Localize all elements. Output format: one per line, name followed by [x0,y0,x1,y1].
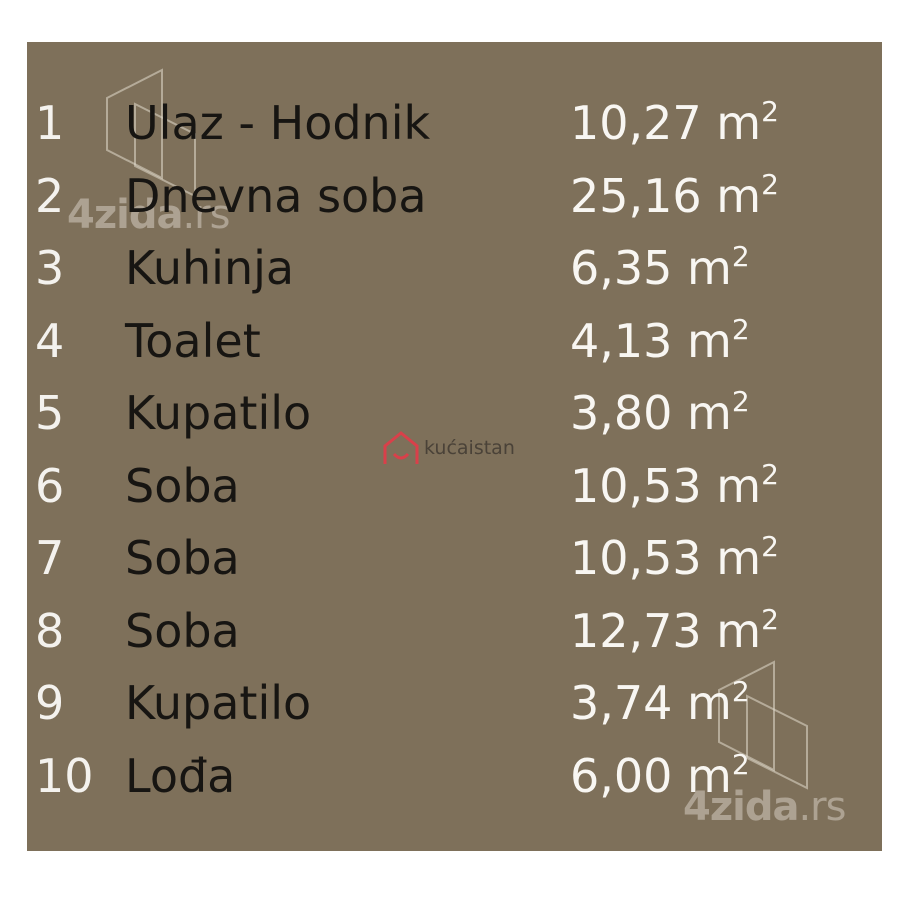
room-row: 2 Dnevna soba 25,16 m2 [27,160,882,232]
room-row: 3 Kuhinja 6,35 m2 [27,232,882,304]
room-row: 7 Soba 10,53 m2 [27,522,882,594]
room-row: 10 Lođa 6,00 m2 [27,740,882,812]
room-name: Kuhinja [125,241,295,295]
room-number: 10 [35,748,94,803]
room-name: Soba [125,531,240,585]
room-number: 4 [35,313,65,368]
4zida-logo-icon [106,68,196,198]
room-number: 5 [35,386,65,440]
room-row: 4 Toalet 4,13 m2 [27,305,882,377]
watermark-4zida-top: 4zida.rs [67,192,230,238]
room-number: 8 [35,603,65,658]
room-area: 12,73 m2 [570,602,779,658]
room-row: 1 Ulaz - Hodnik 10,27 m2 [27,87,882,159]
room-name: Kupatilo [125,676,312,730]
room-row: 5 Kupatilo 3,80 m2 [27,377,882,449]
room-number: 7 [35,531,65,585]
room-number: 6 [35,458,65,513]
4zida-logo-icon [718,660,808,790]
room-number: 9 [35,676,65,730]
watermark-kucaistan: kućaistan [382,430,515,466]
room-area: 3,80 m2 [570,385,750,440]
room-area: 6,35 m2 [570,240,750,295]
room-name: Kupatilo [125,386,312,440]
room-row: 8 Soba 12,73 m2 [27,595,882,667]
room-area: 4,13 m2 [570,312,750,368]
room-row: 9 Kupatilo 3,74 m2 [27,667,882,739]
room-row: 6 Soba 10,53 m2 [27,450,882,522]
room-number: 1 [35,96,65,150]
room-number: 2 [35,168,65,223]
room-area: 6,00 m2 [570,747,750,803]
room-name: Soba [125,458,240,513]
room-area: 25,16 m2 [570,167,779,223]
room-area-table: 4zida.rs 4zida.rs 1 Ulaz - Hodnik 10,27 … [27,42,882,851]
room-name: Toalet [125,313,261,368]
room-number: 3 [35,241,65,295]
room-area: 10,53 m2 [570,457,779,513]
room-area: 10,27 m2 [570,95,779,150]
room-name: Dnevna soba [125,168,427,223]
room-name: Soba [125,603,240,658]
room-area: 10,53 m2 [570,530,779,585]
room-name: Ulaz - Hodnik [125,96,431,150]
house-icon [383,431,419,464]
watermark-4zida-bottom: 4zida.rs [683,784,846,830]
room-area: 3,74 m2 [570,675,750,730]
room-name: Lođa [125,748,236,803]
